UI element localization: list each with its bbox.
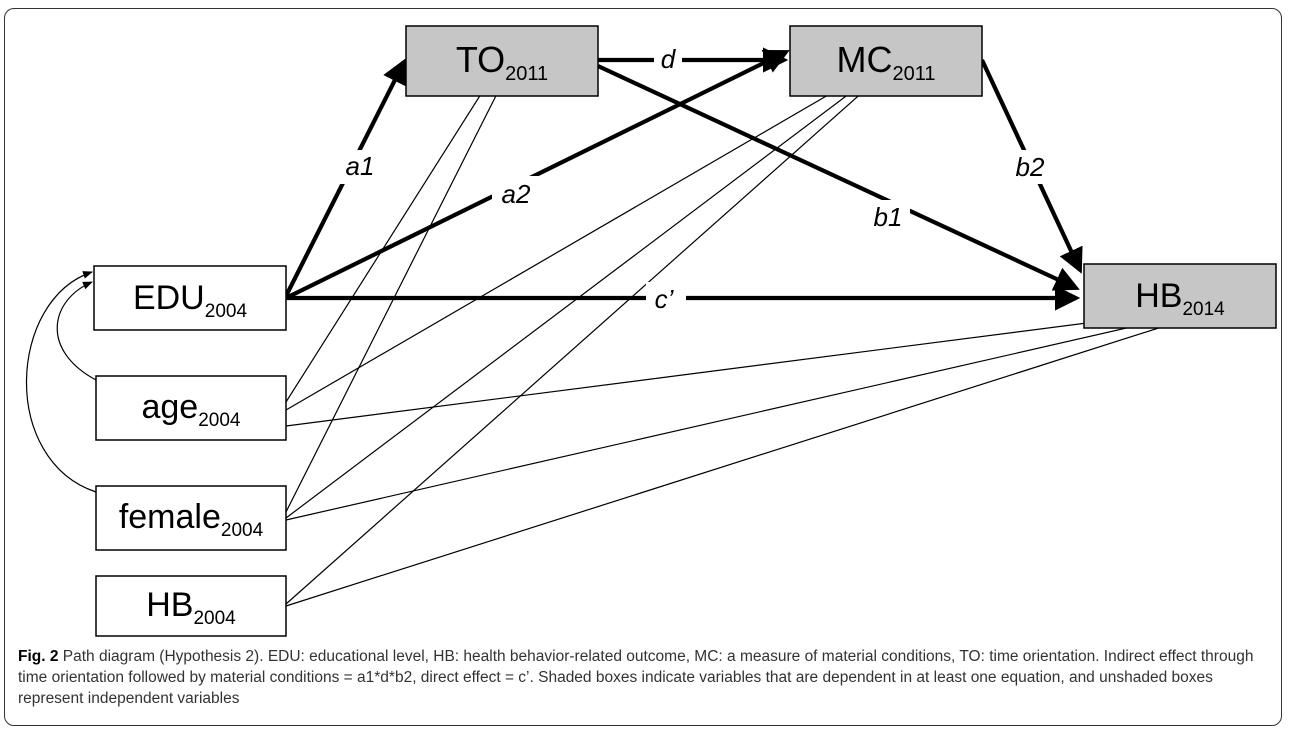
path-b1 — [597, 64, 1080, 291]
path-a2 — [285, 49, 790, 300]
figure-label: Fig. 2 — [18, 648, 59, 665]
node-to-sub: 2011 — [505, 63, 548, 85]
node-age-sub: 2004 — [198, 410, 241, 431]
node-mc-name: MC — [836, 39, 892, 80]
covariance-female-edu — [26, 271, 97, 493]
node-edu-sub: 2004 — [205, 301, 248, 322]
path-hb04-hb — [285, 316, 1191, 607]
caption-text: Path diagram (Hypothesis 2). EDU: educat… — [18, 648, 1254, 707]
figure-frame — [4, 8, 1282, 726]
svg-text:TO2011: TO2011 — [456, 39, 548, 85]
svg-text:female2004: female2004 — [119, 498, 264, 541]
node-female-sub: 2004 — [221, 520, 264, 541]
path-age-mc — [285, 65, 879, 411]
figure-caption: Fig. 2 Path diagram (Hypothesis 2). EDU:… — [18, 646, 1273, 709]
path-diagram: d a1 a2 b1 b2 c’ TO2011 MC2011 EDU2004 H… — [26, 25, 1277, 637]
edge-label-d: d — [661, 44, 677, 74]
covariance-age-edu — [56, 281, 97, 381]
svg-text:EDU2004: EDU2004 — [133, 279, 247, 322]
node-hb2004-name: HB — [146, 586, 193, 624]
node-female: female2004 — [95, 485, 287, 551]
control-paths — [26, 63, 1191, 607]
node-hb2014-sub: 2014 — [1182, 299, 1225, 320]
svg-text:HB2014: HB2014 — [1135, 277, 1225, 320]
node-hb2004: HB2004 — [95, 575, 287, 637]
edge-label-a2: a2 — [502, 179, 531, 209]
edge-labels: d a1 a2 b1 b2 c’ — [340, 44, 1052, 316]
svg-text:MC2011: MC2011 — [836, 39, 935, 85]
node-edu: EDU2004 — [93, 265, 287, 331]
node-female-name: female — [119, 498, 221, 536]
edge-label-b1: b1 — [874, 202, 903, 232]
path-age-to — [285, 63, 501, 403]
svg-text:age2004: age2004 — [141, 388, 240, 431]
edge-label-c-prime: c’ — [655, 284, 675, 314]
node-mc-sub: 2011 — [892, 63, 935, 85]
path-age-hb — [285, 307, 1189, 427]
node-hb2014-name: HB — [1135, 277, 1182, 315]
node-hb2014: HB2014 — [1083, 263, 1277, 329]
path-female-mc — [285, 65, 887, 519]
node-hb2004-sub: 2004 — [193, 608, 236, 629]
node-edu-name: EDU — [133, 279, 205, 317]
path-female-to — [285, 63, 513, 513]
node-to: TO2011 — [405, 25, 599, 97]
node-age: age2004 — [95, 375, 287, 441]
node-to-name: TO — [456, 39, 505, 80]
path-female-hb — [285, 312, 1189, 521]
svg-text:HB2004: HB2004 — [146, 586, 236, 629]
node-age-name: age — [141, 388, 198, 426]
edge-label-a1: a1 — [346, 151, 375, 181]
node-mc: MC2011 — [789, 25, 983, 97]
edge-label-b2: b2 — [1016, 152, 1045, 182]
